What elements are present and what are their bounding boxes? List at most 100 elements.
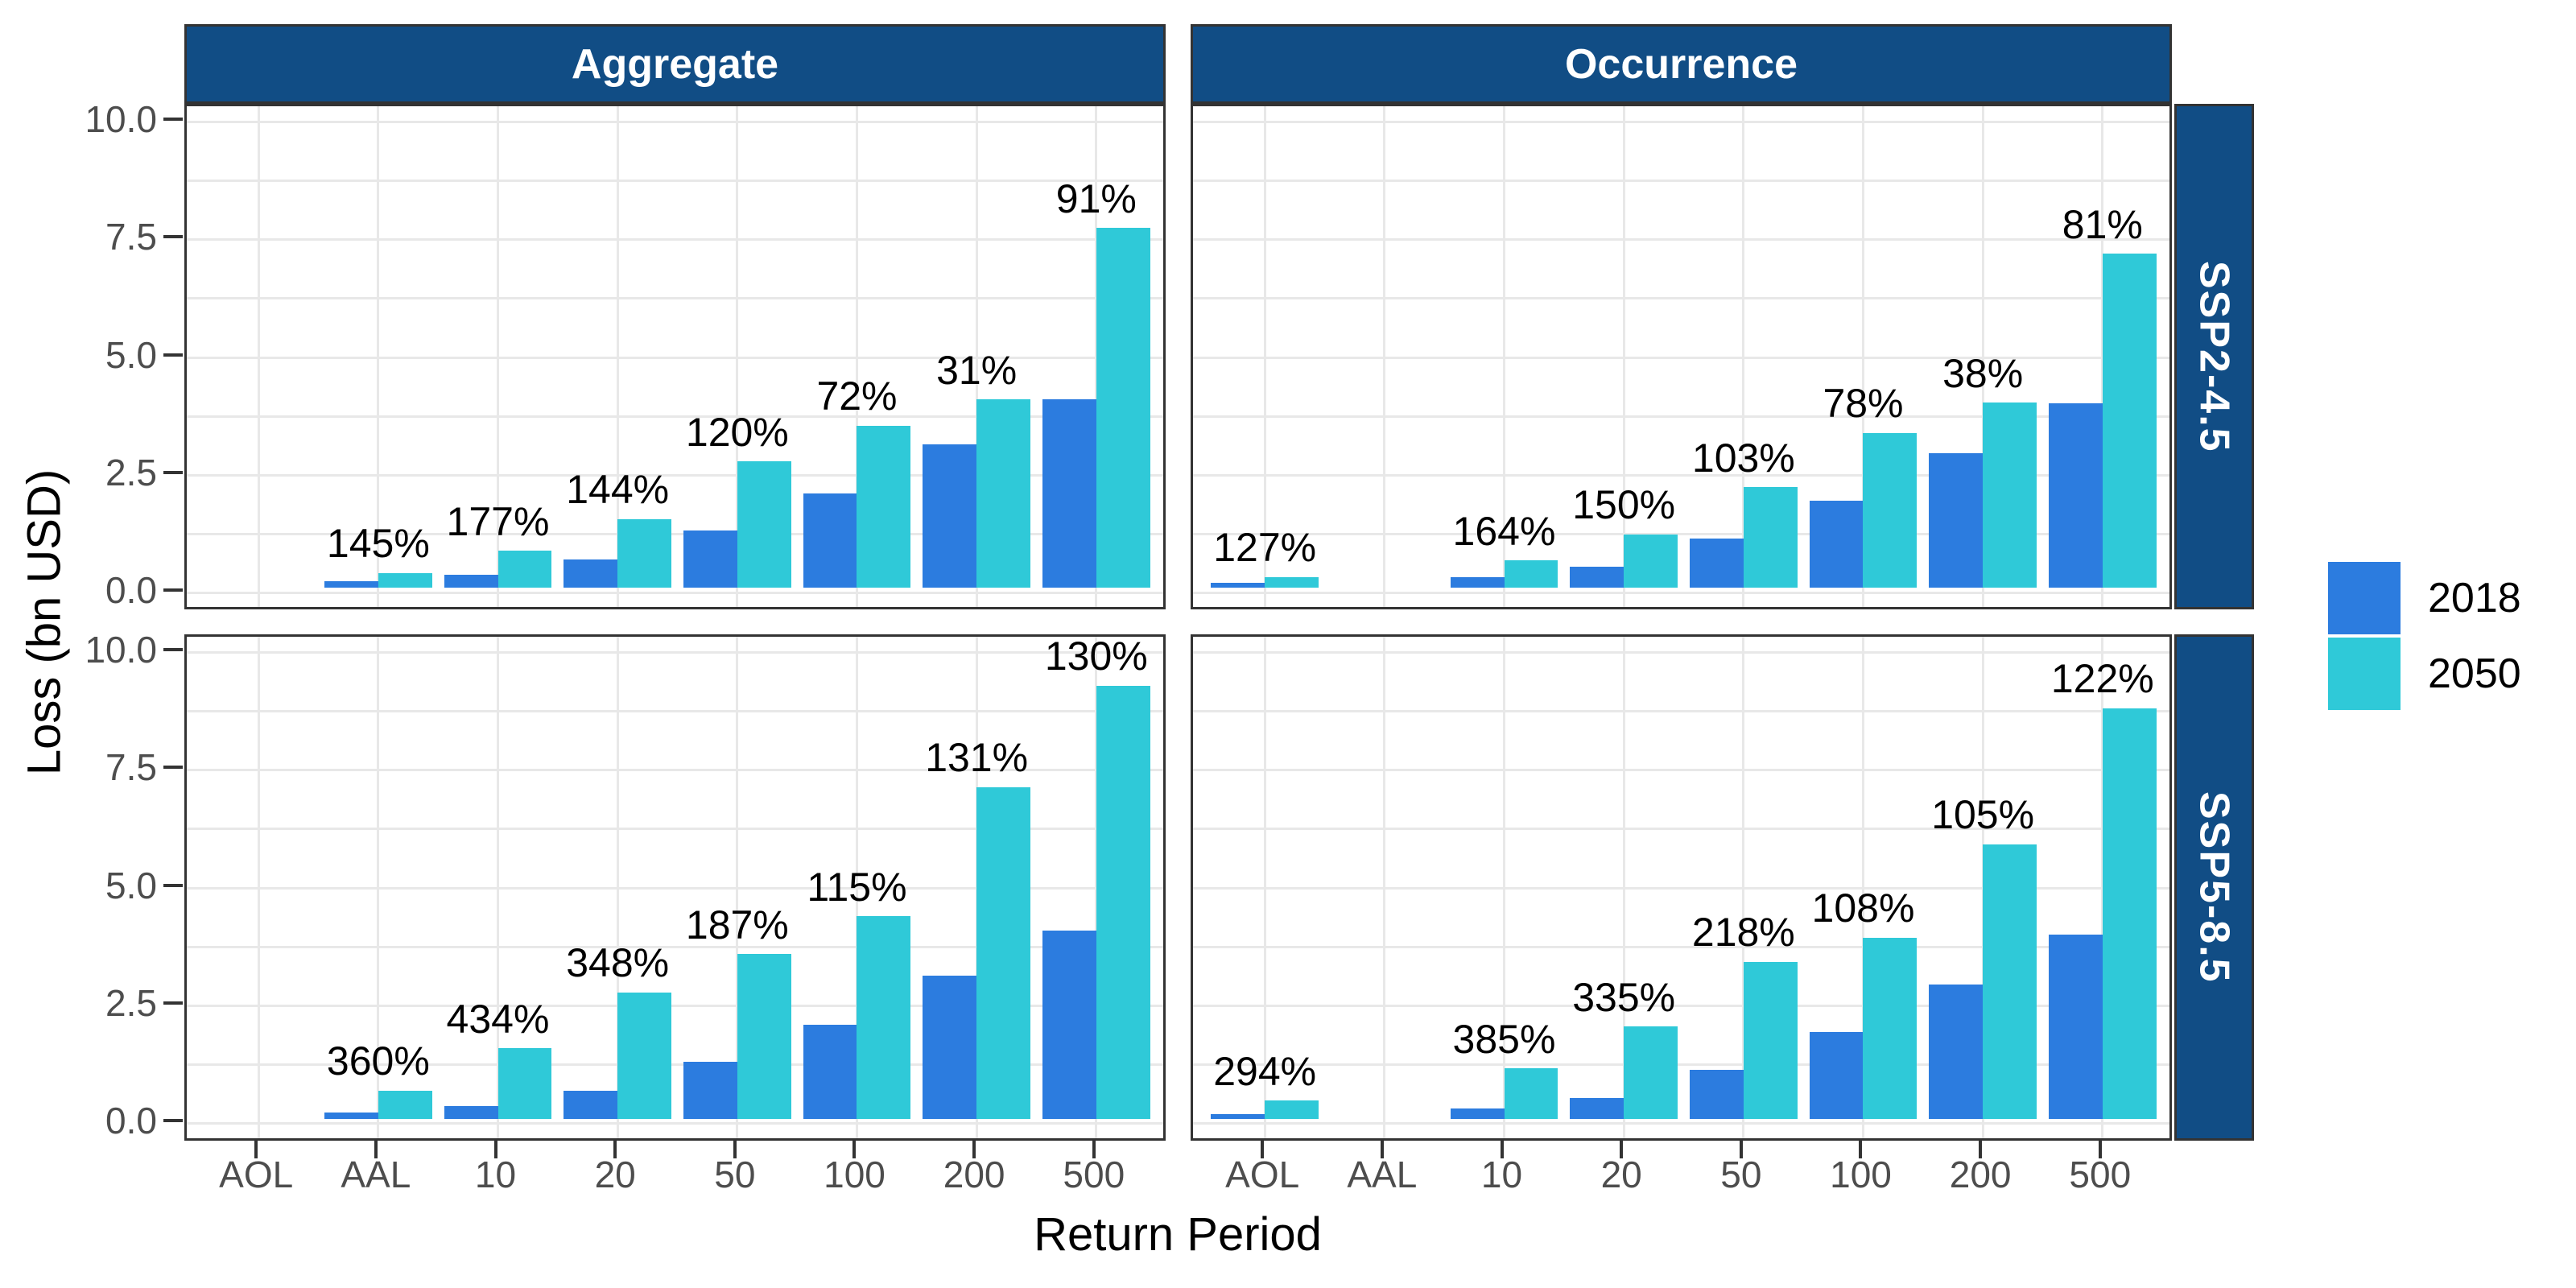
x-tick-mark — [1859, 1141, 1863, 1158]
x-tick-label: 500 — [1063, 1154, 1125, 1195]
gridline-horizontal — [1193, 297, 2169, 300]
gridline-vertical — [1622, 637, 1625, 1138]
gridline-horizontal — [187, 886, 1163, 890]
y-tick-label: 5.0 — [105, 864, 157, 906]
x-tick-mark — [1380, 1141, 1384, 1158]
legend-label-2050: 2050 — [2428, 650, 2521, 697]
gridline-horizontal — [187, 769, 1163, 772]
gridline-vertical — [377, 106, 380, 607]
bar-2018-100 — [803, 493, 857, 588]
gridline-horizontal — [187, 180, 1163, 183]
pct-label-200: 131% — [925, 735, 1029, 781]
gridline-vertical — [1861, 637, 1864, 1138]
gridline-vertical — [1742, 637, 1745, 1138]
bar-2050-500 — [2102, 254, 2157, 588]
gridline-horizontal — [1193, 1122, 2169, 1125]
bar-2018-20 — [564, 559, 618, 588]
bar-2018-50 — [683, 530, 737, 588]
x-tick-label: 10 — [1480, 1154, 1523, 1195]
y-tick-mark — [163, 235, 183, 239]
bar-2050-10 — [1504, 560, 1558, 588]
gridline-horizontal — [187, 1122, 1163, 1125]
bar-2050-AAL — [378, 572, 432, 588]
bar-2018-10 — [444, 574, 498, 588]
gridline-vertical — [1503, 637, 1505, 1138]
bar-2050-200 — [1983, 844, 2037, 1119]
gridline-horizontal — [187, 238, 1163, 242]
bar-2050-500 — [1096, 228, 1150, 588]
legend-label-2018: 2018 — [2428, 575, 2521, 621]
bar-2018-50 — [1689, 1069, 1744, 1119]
gridline-vertical — [1622, 106, 1625, 607]
pct-label-AOL: 127% — [1213, 525, 1317, 571]
y-tick-mark — [163, 470, 183, 474]
gridline-horizontal — [187, 356, 1163, 359]
bar-2018-50 — [683, 1061, 737, 1119]
pct-label-20: 335% — [1572, 974, 1676, 1020]
pct-label-10: 177% — [446, 498, 550, 544]
gridline-vertical — [1383, 637, 1386, 1138]
pct-label-50: 120% — [685, 409, 789, 455]
facet-strip-aggregate: Aggregate — [184, 24, 1166, 104]
gridline-horizontal — [1193, 356, 2169, 359]
gridline-horizontal — [1193, 473, 2169, 477]
x-tick-mark — [1261, 1141, 1265, 1158]
x-tick-label: 10 — [474, 1154, 517, 1195]
bar-2050-20 — [1624, 534, 1678, 588]
pct-label-100: 108% — [1811, 886, 1915, 931]
bar-2050-AOL — [1265, 1100, 1319, 1119]
pct-label-AOL: 294% — [1213, 1048, 1317, 1094]
pct-label-50: 187% — [685, 902, 789, 947]
pct-label-AAL: 360% — [326, 1038, 430, 1084]
pct-label-500: 122% — [2050, 656, 2154, 702]
gridline-vertical — [1383, 106, 1386, 607]
bar-2018-500 — [1042, 931, 1096, 1119]
bar-2018-100 — [1809, 1031, 1864, 1119]
facet-strip-occurrence: Occurrence — [1191, 24, 2172, 104]
gridline-horizontal — [1193, 769, 2169, 772]
x-tick-label: AOL — [219, 1154, 294, 1195]
y-tick-mark — [163, 1119, 183, 1122]
x-tick-label: 20 — [1600, 1154, 1642, 1195]
gridline-horizontal — [1193, 592, 2169, 594]
gridline-horizontal — [1193, 238, 2169, 242]
bar-2050-20 — [617, 992, 672, 1119]
y-tick-label: 0.0 — [105, 1100, 157, 1141]
gridline-horizontal — [187, 710, 1163, 713]
facet-strip-occurrence-label: Occurrence — [1564, 40, 1798, 88]
bar-2018-20 — [1570, 1097, 1624, 1119]
facet-strip-ssp2-4-5-label: SSP2-4.5 — [2190, 260, 2238, 453]
y-tick-mark — [163, 883, 183, 887]
x-tick-mark — [852, 1141, 857, 1158]
gridline-vertical — [855, 637, 858, 1138]
gridline-vertical — [497, 637, 499, 1138]
gridline-horizontal — [1193, 710, 2169, 713]
gridline-vertical — [975, 106, 978, 607]
bar-2050-500 — [1096, 685, 1150, 1119]
bar-2050-AAL — [378, 1090, 432, 1119]
x-tick-label: AAL — [1347, 1154, 1418, 1195]
pct-label-20: 144% — [566, 467, 670, 513]
bar-2018-20 — [1570, 566, 1624, 588]
bar-2050-500 — [2102, 708, 2157, 1119]
x-tick-mark — [613, 1141, 617, 1158]
y-tick-label: 7.5 — [105, 746, 157, 789]
bar-2050-100 — [1863, 937, 1918, 1119]
bar-2018-10 — [1450, 577, 1505, 588]
facet-strip-ssp5-8-5: SSP5-8.5 — [2174, 634, 2254, 1141]
bar-2050-100 — [1863, 432, 1918, 588]
y-tick-label: 7.5 — [105, 216, 157, 258]
bar-2018-200 — [923, 444, 977, 588]
bar-2050-10 — [1504, 1068, 1558, 1119]
bar-2050-200 — [976, 399, 1031, 588]
bar-2050-20 — [1624, 1026, 1678, 1119]
bar-2018-AOL — [1211, 583, 1265, 588]
pct-label-AAL: 145% — [326, 521, 430, 567]
x-tick-mark — [1979, 1141, 1983, 1158]
bar-2050-50 — [737, 461, 791, 588]
bar-2050-100 — [857, 425, 911, 588]
bar-2018-200 — [923, 975, 977, 1119]
x-tick-mark — [733, 1141, 737, 1158]
pct-label-10: 385% — [1452, 1016, 1556, 1062]
